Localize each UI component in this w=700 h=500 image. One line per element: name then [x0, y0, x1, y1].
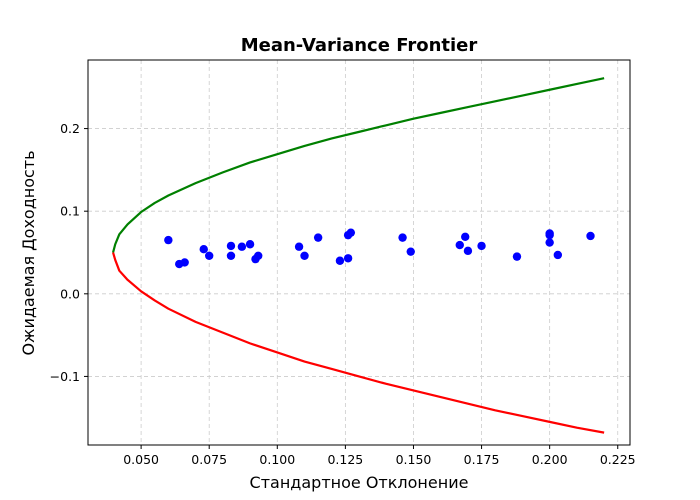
data-point: [313, 233, 323, 242]
y-tick-label: 0.2: [60, 121, 80, 136]
data-point: [512, 252, 522, 261]
data-point: [180, 258, 189, 267]
data-point: [226, 251, 236, 260]
data-point: [553, 250, 563, 260]
y-axis-label: Ожидаемая Доходность: [19, 150, 38, 355]
y-tick-label: 0.0: [60, 286, 80, 301]
data-point: [398, 233, 407, 242]
y-tick-label: 0.1: [60, 204, 80, 219]
frontier-line: [112, 252, 605, 434]
x-axis-label: Стандартное Отклонение: [250, 473, 469, 492]
x-tick-label: 0.200: [532, 452, 568, 467]
data-point: [343, 254, 353, 263]
data-point: [346, 228, 356, 237]
data-point: [300, 251, 309, 260]
x-tick-label: 0.050: [123, 452, 159, 467]
data-point: [237, 242, 247, 251]
data-point: [245, 240, 255, 249]
x-tick-label: 0.075: [191, 452, 227, 467]
x-tick-label: 0.100: [259, 452, 295, 467]
data-point: [463, 246, 473, 256]
x-tick-label: 0.150: [396, 452, 432, 467]
data-point: [477, 241, 486, 251]
ticks: 0.050 0.075 0.100 0.125 0.150 0.175 0.200 0.225…: [50, 121, 636, 467]
data-point: [254, 251, 263, 260]
data-point: [545, 229, 554, 238]
x-tick-label: 0.175: [464, 452, 500, 467]
frontier-line: [111, 77, 605, 253]
series-layer: [111, 77, 605, 434]
data-point: [164, 235, 173, 245]
data-point: [455, 240, 464, 250]
data-point: [294, 242, 304, 251]
data-point: [205, 251, 214, 260]
data-point: [335, 256, 345, 265]
data-point: [461, 232, 470, 241]
x-tick-label: 0.225: [600, 452, 636, 467]
y-tick-label: −0.1: [50, 369, 80, 384]
data-point: [406, 247, 415, 256]
data-point: [586, 231, 595, 241]
data-point: [226, 241, 236, 251]
data-point: [199, 245, 208, 254]
data-point: [545, 238, 554, 247]
plot-frame: [87, 59, 631, 446]
x-tick-label: 0.125: [327, 452, 363, 467]
chart-title: Mean-Variance Frontier: [241, 35, 478, 56]
